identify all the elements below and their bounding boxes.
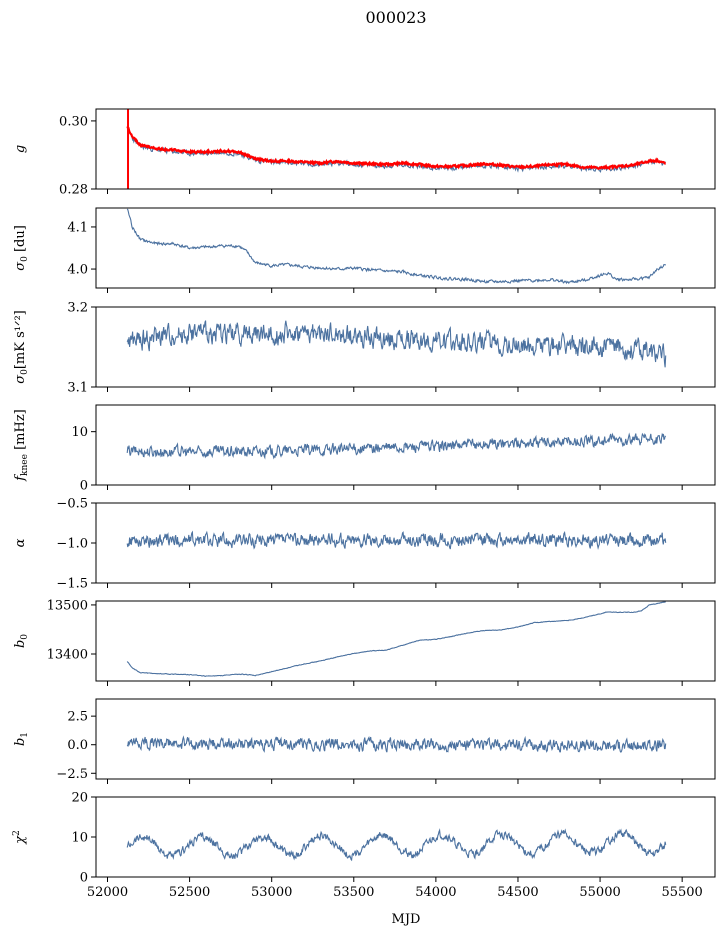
y-axis-label: fknee [mHz] xyxy=(13,409,30,482)
panel-frame xyxy=(95,600,716,682)
x-tick-label: 52500 xyxy=(169,885,210,900)
panel-2: 4.0 4.1 σ0 [du] xyxy=(13,207,716,293)
y-tick-label: −0.5 xyxy=(56,497,88,512)
series-line xyxy=(126,208,667,285)
y-axis-label-subscript: 1 xyxy=(20,732,30,738)
series-line xyxy=(126,320,667,368)
model-line xyxy=(126,125,666,171)
y-axis-label-symbol: b xyxy=(13,640,28,648)
y-axis-label-subscript: 0 xyxy=(20,369,30,375)
panel-frame xyxy=(95,404,716,486)
y-axis-label: σ0 [du] xyxy=(13,225,30,271)
panel-7: −2.5 0.0 2.5 b1 xyxy=(13,698,716,784)
x-tick-label: 53500 xyxy=(333,885,374,900)
y-tick-label: 4.0 xyxy=(67,263,88,278)
y-tick-label: 10 xyxy=(71,425,88,440)
y-tick-label: −2.5 xyxy=(56,767,88,782)
y-tick-label: −1.0 xyxy=(56,537,88,552)
y-axis-label-subscript: 0 xyxy=(20,634,30,640)
x-axis-label: MJD xyxy=(392,912,421,927)
panel-8: 0 10 20 χ2 xyxy=(12,791,716,886)
x-tick-label: 55500 xyxy=(661,885,702,900)
y-tick-label: 2.5 xyxy=(67,710,88,725)
y-tick-label: 0 xyxy=(80,871,88,886)
y-axis-label-unit: [mHz] xyxy=(13,409,28,454)
y-axis-label-symbol: σ xyxy=(13,374,28,384)
y-tick-label: 3.1 xyxy=(67,381,88,396)
panel-frame xyxy=(95,108,716,190)
y-axis-label-superscript: 2 xyxy=(12,830,22,836)
x-tick-label: 53000 xyxy=(251,885,292,900)
y-axis-label-subscript: knee xyxy=(20,454,30,476)
y-axis-label-unit: [mK s¹ᐟ²] xyxy=(13,310,28,369)
panel-4: 0 10 fknee [mHz] xyxy=(13,404,716,494)
panel-5: −1.5 −1.0 −0.5 α xyxy=(13,497,716,592)
y-axis-label: σ0[mK s¹ᐟ²] xyxy=(13,310,30,384)
y-tick-label: 0.28 xyxy=(59,183,88,198)
series-line xyxy=(126,601,666,677)
panel-frame xyxy=(95,796,716,878)
x-tick-label: 54000 xyxy=(415,885,456,900)
y-axis-label-symbol: α xyxy=(13,538,28,547)
panel-6: 13400 13500 b0 xyxy=(13,598,716,686)
y-tick-label: 10 xyxy=(71,831,88,846)
series-line xyxy=(126,828,667,862)
y-tick-label: 0 xyxy=(80,479,88,494)
y-axis-label-symbol: χ xyxy=(13,835,28,845)
y-axis-label-unit: [du] xyxy=(13,225,28,256)
y-tick-label: 13500 xyxy=(47,598,88,613)
series-line xyxy=(126,530,667,550)
y-axis-label: g xyxy=(13,145,28,153)
panel-1: 0.28 0.30 g xyxy=(13,108,716,198)
y-tick-label: −1.5 xyxy=(56,577,88,592)
panel-3: 3.1 3.2 σ0[mK s¹ᐟ²] xyxy=(13,301,716,396)
panel-frame xyxy=(95,207,716,289)
y-tick-label: 13400 xyxy=(47,648,88,663)
x-tick-label: 52000 xyxy=(87,885,128,900)
series-line xyxy=(126,432,667,460)
panel-frame xyxy=(95,306,716,388)
y-tick-label: 20 xyxy=(71,791,88,806)
y-axis-label: b1 xyxy=(13,732,30,746)
x-tick-label: 55000 xyxy=(579,885,620,900)
y-axis-label-symbol: b xyxy=(13,738,28,746)
series-line xyxy=(126,735,667,753)
y-axis-label: χ2 xyxy=(12,830,28,845)
y-axis-label: α xyxy=(13,538,28,547)
y-axis-label: b0 xyxy=(13,634,30,648)
y-axis-label-symbol: σ xyxy=(13,261,28,271)
y-tick-label: 0.30 xyxy=(59,114,88,129)
y-axis-label-subscript: 0 xyxy=(20,256,30,262)
panel-frame xyxy=(95,698,716,780)
x-axis: 52000 52500 53000 53500 54000 54500 55000 55500 xyxy=(87,885,703,900)
y-tick-label: 4.1 xyxy=(67,220,88,235)
y-axis-label-symbol: f xyxy=(13,474,28,482)
y-tick-label: 3.2 xyxy=(67,301,88,316)
y-tick-label: 0.0 xyxy=(67,738,88,753)
y-axis-label-symbol: g xyxy=(13,145,28,153)
figure-title: 000023 xyxy=(365,8,426,27)
x-tick-label: 54500 xyxy=(497,885,538,900)
